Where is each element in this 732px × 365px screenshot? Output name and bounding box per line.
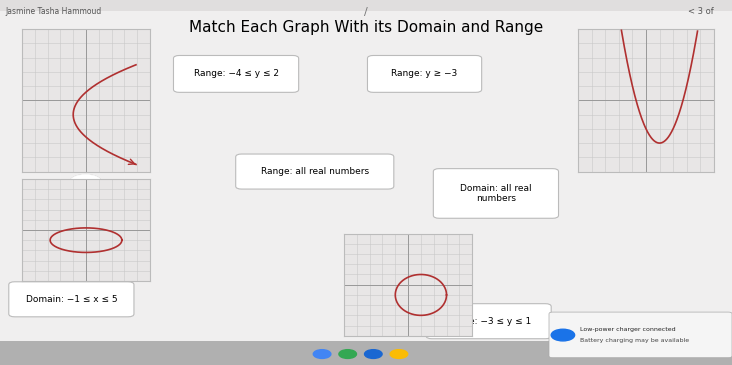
Circle shape xyxy=(390,350,408,358)
Text: v: v xyxy=(81,176,90,189)
Text: Domain: −1 ≤ x ≤ 5: Domain: −1 ≤ x ≤ 5 xyxy=(26,295,117,304)
FancyBboxPatch shape xyxy=(236,154,394,189)
Text: Match Each Graph With its Domain and Range: Match Each Graph With its Domain and Ran… xyxy=(189,20,543,35)
Circle shape xyxy=(339,350,356,358)
Text: < 3 of: < 3 of xyxy=(688,7,714,16)
Text: Domain: all real
numbers: Domain: all real numbers xyxy=(460,184,531,203)
FancyBboxPatch shape xyxy=(9,282,134,317)
Circle shape xyxy=(70,174,102,191)
FancyBboxPatch shape xyxy=(433,169,559,218)
Circle shape xyxy=(551,329,575,341)
Text: Jasmine Tasha Hammoud: Jasmine Tasha Hammoud xyxy=(6,7,102,16)
Text: /: / xyxy=(364,7,368,17)
Circle shape xyxy=(313,350,331,358)
Text: Range: −3 ≤ y ≤ 1: Range: −3 ≤ y ≤ 1 xyxy=(446,317,531,326)
Bar xyxy=(0,341,732,365)
Text: Range: −4 ≤ y ≤ 2: Range: −4 ≤ y ≤ 2 xyxy=(193,69,279,78)
Text: Battery charging may be available: Battery charging may be available xyxy=(580,338,690,343)
FancyBboxPatch shape xyxy=(173,55,299,92)
FancyBboxPatch shape xyxy=(367,55,482,92)
FancyBboxPatch shape xyxy=(549,312,732,358)
Circle shape xyxy=(365,350,382,358)
Text: Range: all real numbers: Range: all real numbers xyxy=(261,167,369,176)
Text: Range: y ≥ −3: Range: y ≥ −3 xyxy=(392,69,458,78)
Text: Low-power charger connected: Low-power charger connected xyxy=(580,327,676,332)
FancyBboxPatch shape xyxy=(426,304,551,339)
Text: v: v xyxy=(83,177,89,188)
Text: Dev A: Dev A xyxy=(680,351,696,357)
